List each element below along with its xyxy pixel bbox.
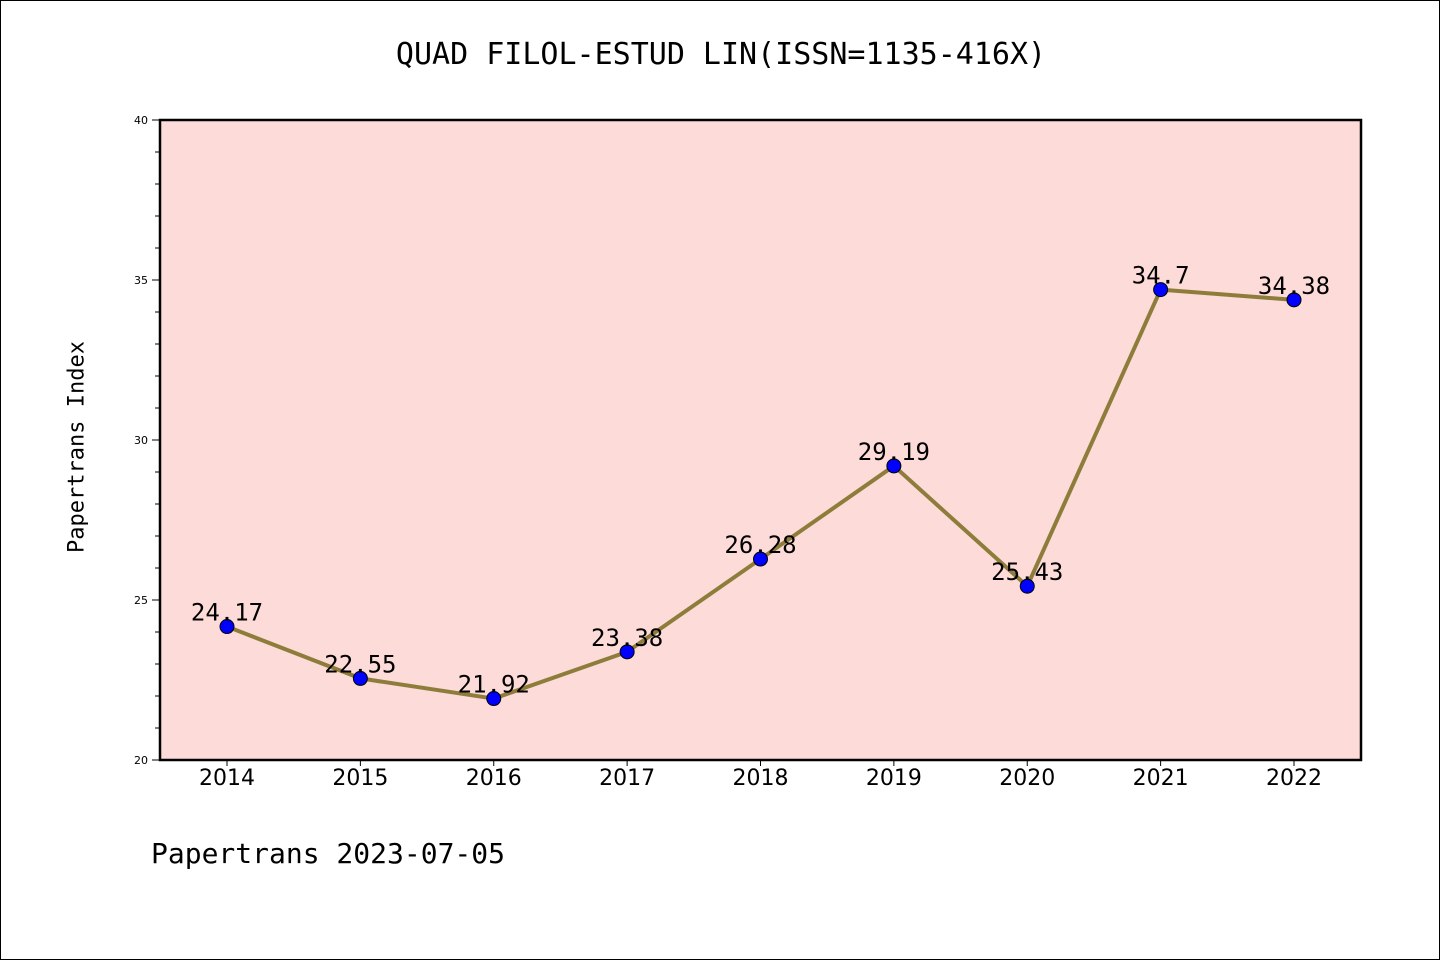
data-point [352, 670, 368, 686]
data-point [1153, 282, 1169, 298]
data-label: 34.38 [1258, 272, 1330, 300]
x-tick-label: 2021 [1133, 766, 1189, 791]
data-label: 26.28 [724, 531, 796, 559]
x-tick-label: 2016 [466, 766, 522, 791]
data-label: 24.17 [191, 599, 263, 627]
data-point [1019, 578, 1035, 594]
x-tick-label: 2020 [999, 766, 1055, 791]
data-point [886, 458, 902, 474]
data-label: 23.38 [591, 624, 663, 652]
y-tick-label: 35 [134, 274, 148, 287]
x-tick-label: 2015 [332, 766, 388, 791]
x-axis: 2014 2015 2016 2017 2018 2019 2020 2021 2022 [199, 760, 1322, 791]
x-tick-label: 2018 [733, 766, 789, 791]
y-tick-label: 25 [134, 594, 148, 607]
footer-text: Papertrans 2023-07-05 [151, 837, 506, 870]
data-point [219, 619, 235, 635]
data-label: 25.43 [991, 558, 1063, 586]
y-tick-label: 30 [134, 434, 148, 447]
data-label: 22.55 [324, 650, 396, 678]
x-tick-label: 2014 [199, 766, 255, 791]
data-label: 34.7 [1132, 262, 1190, 290]
data-label: 29.19 [858, 438, 930, 466]
series-layer: 24.17 22.55 21.92 23.38 26.28 29.19 25.43 34.7 3… [191, 262, 1330, 707]
y-axis: 20 25 30 35 40 [134, 114, 160, 767]
x-tick-label: 2017 [599, 766, 655, 791]
data-point [486, 691, 502, 707]
x-tick-label: 2019 [866, 766, 922, 791]
x-tick-label: 2022 [1266, 766, 1322, 791]
y-tick-label: 20 [134, 754, 148, 767]
plot-area [158, 118, 1363, 762]
data-point [753, 551, 768, 567]
data-label: 21.92 [458, 671, 530, 699]
y-tick-label: 40 [134, 114, 148, 127]
chart-title: QUAD FILOL-ESTUD LIN(ISSN=1135-416X) [395, 37, 1047, 72]
data-point [619, 644, 635, 660]
data-point [1286, 292, 1302, 308]
